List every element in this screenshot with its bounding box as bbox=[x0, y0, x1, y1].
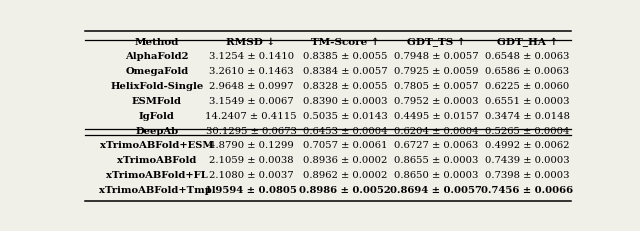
Text: xTrimoABFold: xTrimoABFold bbox=[117, 156, 196, 164]
Text: 2.9648 ± 0.0997: 2.9648 ± 0.0997 bbox=[209, 82, 293, 91]
Text: 0.6453 ± 0.0004: 0.6453 ± 0.0004 bbox=[303, 126, 388, 135]
Text: 0.3474 ± 0.0148: 0.3474 ± 0.0148 bbox=[485, 111, 570, 120]
Text: 2.1059 ± 0.0038: 2.1059 ± 0.0038 bbox=[209, 156, 293, 164]
Text: 3.1254 ± 0.1410: 3.1254 ± 0.1410 bbox=[209, 52, 294, 61]
Text: 0.8986 ± 0.0052: 0.8986 ± 0.0052 bbox=[300, 185, 391, 194]
Text: 0.7456 ± 0.0066: 0.7456 ± 0.0066 bbox=[481, 185, 573, 194]
Text: 0.6225 ± 0.0060: 0.6225 ± 0.0060 bbox=[485, 82, 570, 91]
Text: 4.8790 ± 0.1299: 4.8790 ± 0.1299 bbox=[209, 141, 294, 150]
Text: Method: Method bbox=[134, 37, 179, 46]
Text: 0.7439 ± 0.0003: 0.7439 ± 0.0003 bbox=[485, 156, 570, 164]
Text: 0.7805 ± 0.0057: 0.7805 ± 0.0057 bbox=[394, 82, 478, 91]
Text: 0.7948 ± 0.0057: 0.7948 ± 0.0057 bbox=[394, 52, 479, 61]
Text: xTrimoABFold+FL: xTrimoABFold+FL bbox=[106, 170, 208, 179]
Text: 0.8936 ± 0.0002: 0.8936 ± 0.0002 bbox=[303, 156, 388, 164]
Text: 0.8650 ± 0.0003: 0.8650 ± 0.0003 bbox=[394, 170, 478, 179]
Text: 0.8390 ± 0.0003: 0.8390 ± 0.0003 bbox=[303, 97, 388, 106]
Text: xTrimoABFold+Tmpl: xTrimoABFold+Tmpl bbox=[99, 185, 215, 194]
Text: 3.1549 ± 0.0067: 3.1549 ± 0.0067 bbox=[209, 97, 293, 106]
Text: 0.8328 ± 0.0055: 0.8328 ± 0.0055 bbox=[303, 82, 388, 91]
Text: OmegaFold: OmegaFold bbox=[125, 67, 189, 76]
Text: 0.8655 ± 0.0003: 0.8655 ± 0.0003 bbox=[394, 156, 478, 164]
Text: IgFold: IgFold bbox=[139, 111, 175, 120]
Text: 14.2407 ± 0.4115: 14.2407 ± 0.4115 bbox=[205, 111, 297, 120]
Text: 0.5035 ± 0.0143: 0.5035 ± 0.0143 bbox=[303, 111, 388, 120]
Text: GDT_TS ↑: GDT_TS ↑ bbox=[407, 37, 465, 47]
Text: 0.7057 ± 0.0061: 0.7057 ± 0.0061 bbox=[303, 141, 388, 150]
Text: 0.7398 ± 0.0003: 0.7398 ± 0.0003 bbox=[485, 170, 570, 179]
Text: 0.7925 ± 0.0059: 0.7925 ± 0.0059 bbox=[394, 67, 478, 76]
Text: xTrimoABFold+ESM: xTrimoABFold+ESM bbox=[100, 141, 214, 150]
Text: 1.9594 ± 0.0805: 1.9594 ± 0.0805 bbox=[205, 185, 297, 194]
Text: AlphaFold2: AlphaFold2 bbox=[125, 52, 189, 61]
Text: 0.4495 ± 0.0157: 0.4495 ± 0.0157 bbox=[394, 111, 479, 120]
Text: 0.6551 ± 0.0003: 0.6551 ± 0.0003 bbox=[485, 97, 570, 106]
Text: 30.1295 ± 0.0673: 30.1295 ± 0.0673 bbox=[205, 126, 296, 135]
Text: 0.8694 ± 0.0057: 0.8694 ± 0.0057 bbox=[390, 185, 482, 194]
Text: 0.6204 ± 0.0004: 0.6204 ± 0.0004 bbox=[394, 126, 479, 135]
Text: DeepAb: DeepAb bbox=[135, 126, 179, 135]
Text: 0.6586 ± 0.0063: 0.6586 ± 0.0063 bbox=[485, 67, 570, 76]
Text: 2.1080 ± 0.0037: 2.1080 ± 0.0037 bbox=[209, 170, 293, 179]
Text: GDT_HA ↑: GDT_HA ↑ bbox=[497, 37, 558, 47]
Text: 0.8962 ± 0.0002: 0.8962 ± 0.0002 bbox=[303, 170, 388, 179]
Text: 0.8385 ± 0.0055: 0.8385 ± 0.0055 bbox=[303, 52, 388, 61]
Text: 0.4992 ± 0.0062: 0.4992 ± 0.0062 bbox=[485, 141, 570, 150]
Text: RMSD ↓: RMSD ↓ bbox=[227, 37, 276, 46]
Text: TM-Score ↑: TM-Score ↑ bbox=[311, 37, 380, 46]
Text: 0.5265 ± 0.0004: 0.5265 ± 0.0004 bbox=[485, 126, 570, 135]
Text: 3.2610 ± 0.1463: 3.2610 ± 0.1463 bbox=[209, 67, 293, 76]
Text: 0.7952 ± 0.0003: 0.7952 ± 0.0003 bbox=[394, 97, 478, 106]
Text: 0.6548 ± 0.0063: 0.6548 ± 0.0063 bbox=[485, 52, 570, 61]
Text: 0.8384 ± 0.0057: 0.8384 ± 0.0057 bbox=[303, 67, 388, 76]
Text: 0.6727 ± 0.0063: 0.6727 ± 0.0063 bbox=[394, 141, 478, 150]
Text: HelixFold-Single: HelixFold-Single bbox=[110, 82, 204, 91]
Text: ESMFold: ESMFold bbox=[132, 97, 182, 106]
